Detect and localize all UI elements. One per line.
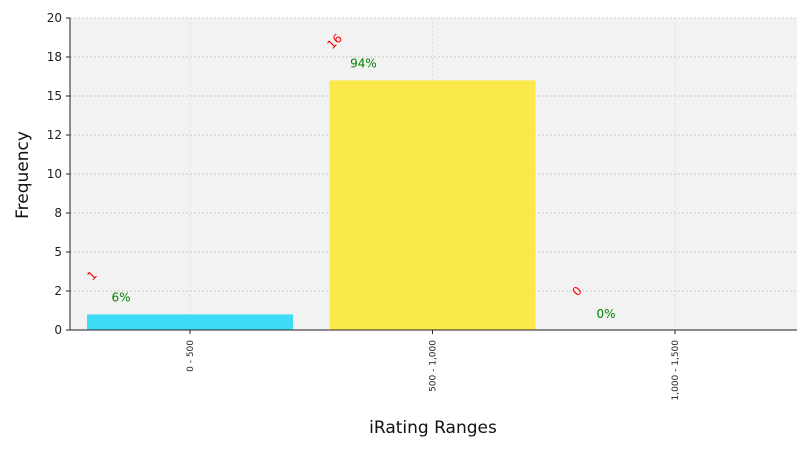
y-axis: 0 2 5 8 10 12 15 18 20 (47, 11, 71, 337)
y-axis-label: Frequency (13, 131, 33, 219)
y-tick-label: 10 (47, 167, 62, 181)
y-tick-label: 15 (47, 89, 62, 103)
percent-label-0: 6% (111, 290, 130, 304)
y-tick-label: 18 (47, 50, 62, 64)
x-tick-label: 1,000 - 1,500 (671, 340, 681, 401)
x-tick-label: 500 - 1,000 (429, 340, 439, 392)
x-axis: 0 - 500 500 - 1,000 1,000 - 1,500 (70, 329, 797, 401)
y-tick-label: 12 (47, 128, 62, 142)
bars-group (87, 80, 536, 331)
bar-0 (87, 314, 293, 330)
x-axis-label: iRating Ranges (369, 418, 497, 438)
y-tick-label: 8 (54, 206, 62, 220)
y-tick-label: 2 (54, 284, 62, 298)
x-tick-label: 0 - 500 (186, 340, 196, 372)
y-tick-label: 0 (54, 323, 62, 337)
bar-1 (329, 80, 536, 331)
y-tick-label: 5 (54, 245, 62, 259)
percent-label-1: 94% (350, 56, 377, 70)
percent-label-2: 0% (596, 307, 615, 321)
y-tick-label: 20 (47, 11, 62, 25)
